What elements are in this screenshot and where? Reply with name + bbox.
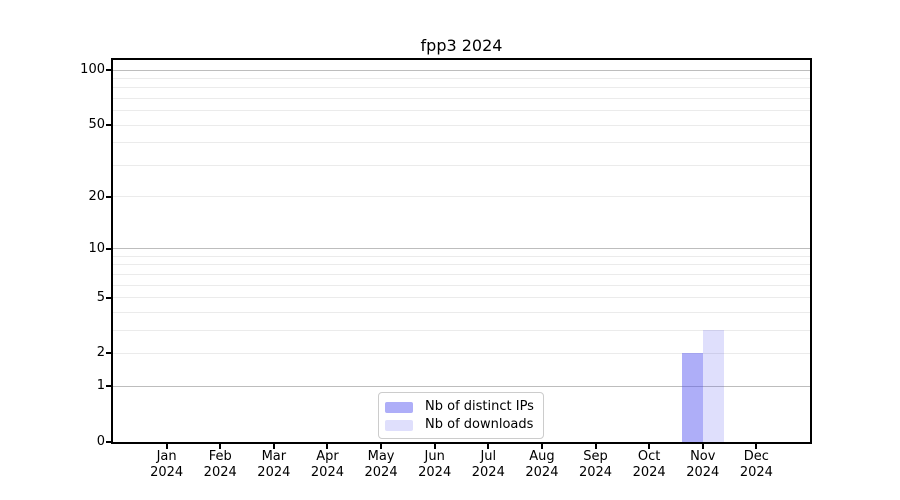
x-tick-label: Jan 2024 [150,449,184,480]
gridline-minor [113,142,810,144]
x-tick [648,444,651,449]
gridline-minor [113,124,810,126]
bar-downloads [702,330,724,442]
y-tick [106,296,111,299]
x-tick [433,444,436,449]
gridline-minor [113,77,810,79]
x-tick-label: May 2024 [364,449,398,480]
x-tick-label: Sep 2024 [578,449,613,480]
gridline-minor [113,352,810,354]
gridline-minor [113,284,810,286]
gridline-minor [113,87,810,89]
gridline-major [113,385,810,387]
legend-label-distinct-ips: Nb of distinct IPs [425,399,534,414]
gridline-minor [113,97,810,99]
x-tick-label: Nov 2024 [686,449,720,480]
y-tick [106,247,111,250]
y-tick-label: 2 [96,345,105,361]
x-tick-label: Jul 2024 [471,449,505,480]
x-tick [487,444,490,449]
gridline-minor [113,297,810,299]
x-tick [755,444,758,449]
x-tick [165,444,168,449]
y-tick-label: 50 [88,117,105,133]
x-tick-label: Oct 2024 [632,449,666,480]
y-tick-label: 1 [96,378,105,394]
gridline-minor [113,255,810,257]
legend-swatch-downloads [385,419,413,431]
gridline-minor [113,311,810,313]
gridline-minor [113,196,810,198]
x-tick-label: Feb 2024 [203,449,237,480]
x-tick [272,444,275,449]
x-tick [219,444,222,449]
legend-swatch-distinct-ips [385,401,413,413]
gridline-minor [113,273,810,275]
x-tick-label: Apr 2024 [310,449,344,480]
y-tick [106,352,111,355]
y-tick [106,69,111,71]
y-tick-label: 5 [96,289,105,305]
x-tick [594,444,597,449]
x-tick [701,444,704,449]
x-tick [540,444,543,449]
chart-title: fpp3 2024 [420,36,503,55]
y-tick [106,195,111,198]
legend-item-downloads: Nb of downloads [385,416,535,434]
y-tick-label: 100 [80,62,105,77]
x-tick [380,444,383,449]
gridline-minor [113,264,810,266]
gridline-major [113,248,810,250]
y-tick-label: 20 [88,188,105,204]
bar-distinct-ips [681,353,703,442]
x-tick-label: Dec 2024 [739,449,773,480]
y-tick [106,441,111,443]
x-tick-label: Mar 2024 [257,449,291,480]
y-tick [106,124,111,127]
legend-item-distinct-ips: Nb of distinct IPs [385,398,535,416]
legend: Nb of distinct IPs Nb of downloads [378,392,544,439]
gridline-minor [113,164,810,166]
x-tick [326,444,329,449]
gridline-minor [113,110,810,112]
gridline-minor [113,329,810,331]
gridline-major [113,69,810,71]
x-tick-label: Jun 2024 [418,449,452,480]
y-tick-label: 10 [88,240,105,256]
legend-label-downloads: Nb of downloads [425,417,534,432]
y-tick-label: 0 [96,434,105,449]
y-tick [106,385,111,388]
plot-area [111,58,812,444]
x-tick-label: Aug 2024 [525,449,559,480]
